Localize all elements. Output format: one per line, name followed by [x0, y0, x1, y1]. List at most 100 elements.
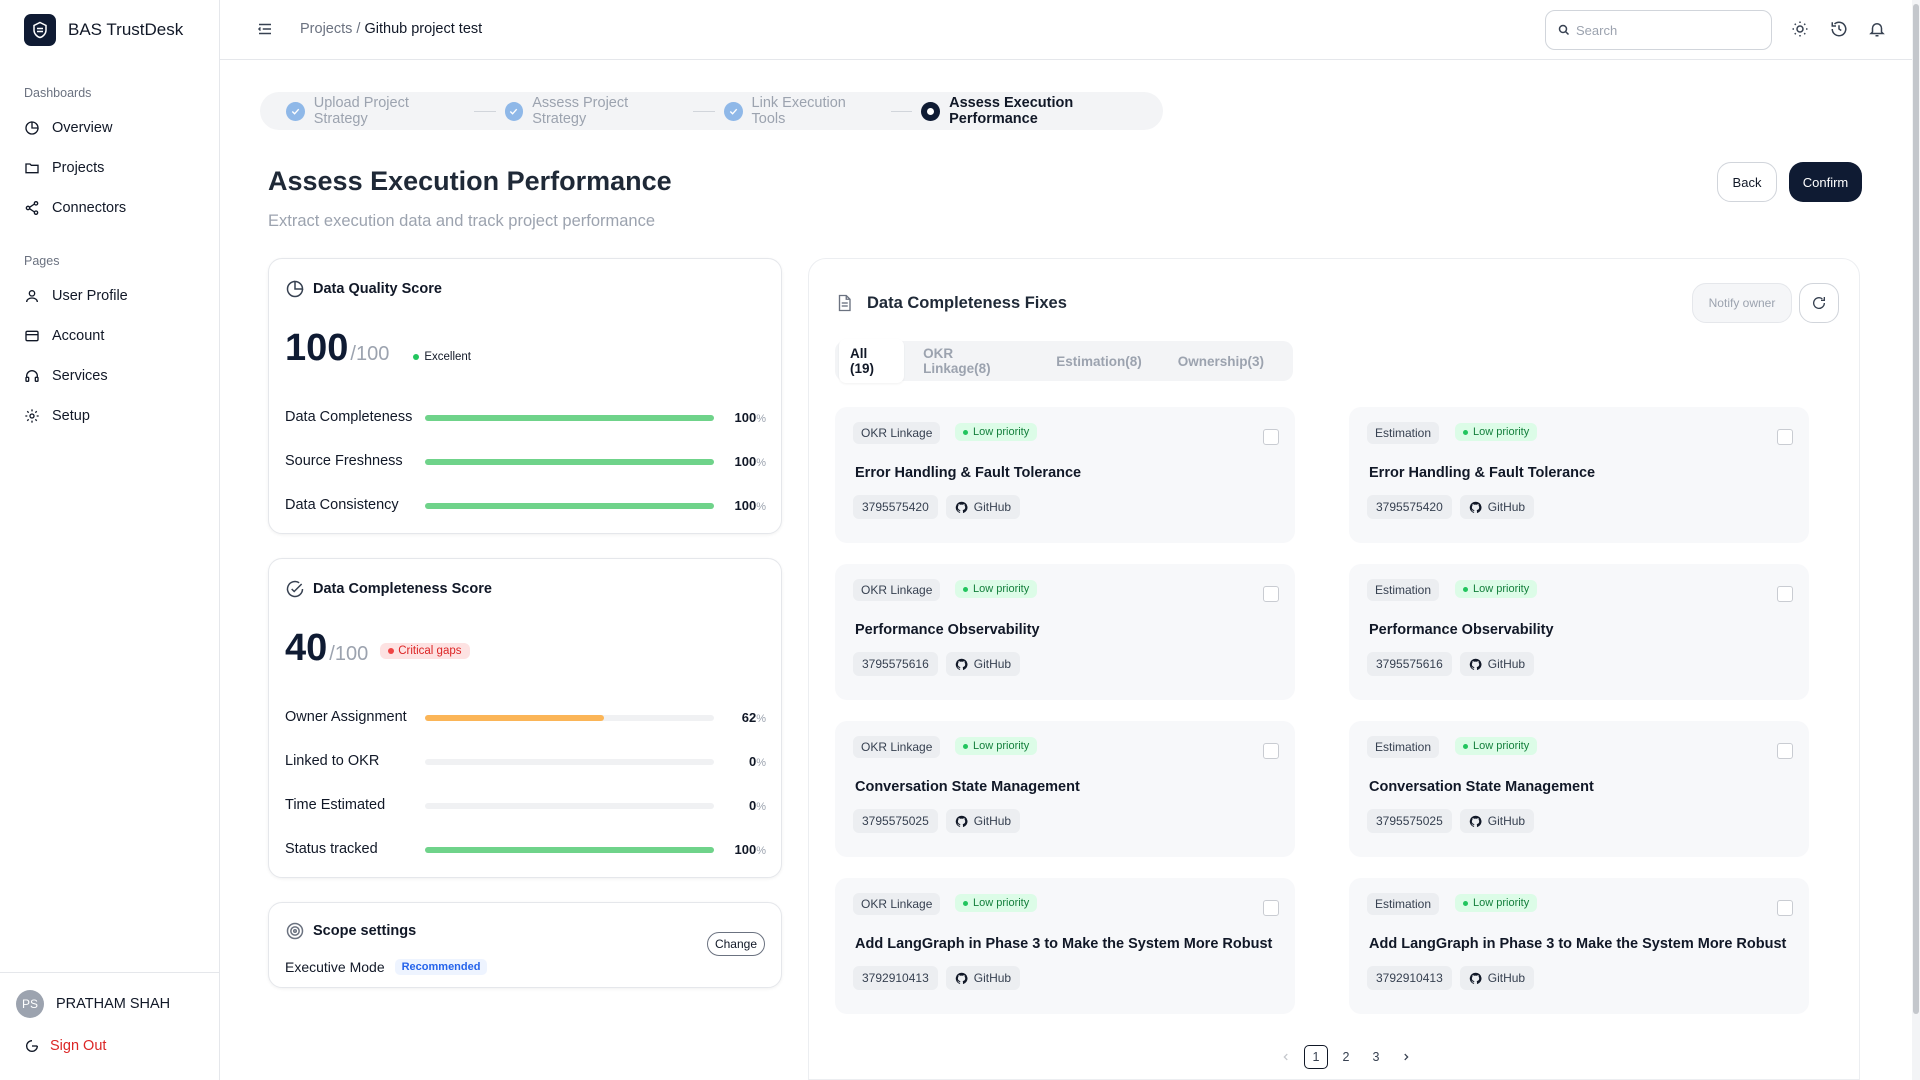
topbar: Projects / Github project test: [220, 0, 1912, 60]
breadcrumb-parent[interactable]: Projects: [300, 21, 353, 37]
refresh-button[interactable]: [1799, 283, 1839, 323]
sidebar-item-user-profile[interactable]: User Profile: [24, 288, 128, 304]
step-label: Upload Project Strategy: [313, 95, 409, 127]
select-checkbox[interactable]: [1263, 743, 1279, 759]
percent-sign: %: [756, 457, 766, 469]
headset-icon: [25, 370, 39, 382]
sun-icon[interactable]: [1791, 20, 1809, 38]
sidebar-item-services[interactable]: Services: [24, 368, 108, 384]
progress-fill: [425, 415, 714, 421]
select-checkbox[interactable]: [1777, 586, 1793, 602]
select-checkbox[interactable]: [1263, 900, 1279, 916]
check-circle-icon: [286, 580, 304, 598]
progress-track: [425, 803, 714, 809]
nav-section-pages: Pages: [24, 254, 60, 268]
scrollbar-thumb[interactable]: [1913, 4, 1919, 1014]
next-page-button[interactable]: [1394, 1045, 1418, 1069]
folder-icon: [25, 163, 39, 174]
history-icon[interactable]: [1830, 20, 1848, 38]
tab-all[interactable]: All (19): [839, 339, 905, 383]
prev-page-button[interactable]: [1274, 1045, 1298, 1069]
progress-stepper: Upload Project Strategy Assess Project S…: [260, 92, 1163, 130]
fix-meta: 3795575420 GitHub: [1367, 495, 1535, 519]
progress-fill: [425, 715, 605, 721]
fix-card[interactable]: Estimation Low priority Performance Observ…: [1349, 564, 1809, 700]
fix-meta: 3795575616 GitHub: [1367, 652, 1535, 676]
search-box[interactable]: [1545, 10, 1772, 50]
step-separator: [693, 110, 715, 112]
tab-ownership[interactable]: Ownership(3): [1177, 353, 1264, 369]
source-chip[interactable]: GitHub: [945, 966, 1021, 990]
select-checkbox[interactable]: [1263, 586, 1279, 602]
source-label: GitHub: [1487, 657, 1526, 671]
metric-label: Owner Assignment: [285, 709, 407, 725]
fix-title: Add LangGraph in Phase 3 to Make the Sys…: [1369, 936, 1787, 952]
category-badge: Estimation: [1367, 422, 1440, 444]
progress-track: [425, 503, 714, 509]
metric-value: 100%: [735, 498, 766, 513]
fix-card[interactable]: OKR Linkage Low priority Performance Obser…: [835, 564, 1295, 700]
page-button-1[interactable]: 1: [1304, 1045, 1328, 1069]
search-input[interactable]: [1576, 22, 1756, 38]
card-icon: [25, 330, 39, 342]
metric-number: 100: [734, 842, 757, 857]
brand[interactable]: BAS TrustDesk: [24, 14, 183, 46]
sidebar-item-account[interactable]: Account: [24, 328, 104, 344]
source-chip[interactable]: GitHub: [1459, 652, 1535, 676]
fix-card[interactable]: OKR Linkage Low priority Conversation Stat…: [835, 721, 1295, 857]
source-chip[interactable]: GitHub: [1459, 966, 1535, 990]
brand-name: BAS TrustDesk: [68, 20, 184, 39]
bell-icon[interactable]: [1868, 20, 1886, 38]
sign-out-button[interactable]: Sign Out: [24, 1038, 106, 1054]
sidebar-item-label: Connectors: [52, 200, 127, 216]
score-max: /100: [329, 643, 369, 665]
change-scope-button[interactable]: Change: [707, 932, 765, 956]
source-chip[interactable]: GitHub: [945, 495, 1021, 519]
metric-row: Source Freshness 100%: [285, 453, 766, 471]
fix-card[interactable]: OKR Linkage Low priority Error Handling & …: [835, 407, 1295, 543]
sign-out-icon: [26, 1040, 38, 1052]
score-value: 40: [285, 627, 328, 669]
fix-card[interactable]: Estimation Low priority Add LangGraph in P…: [1349, 878, 1809, 1014]
confirm-button[interactable]: Confirm: [1789, 162, 1862, 202]
fix-card[interactable]: OKR Linkage Low priority Add LangGraph in …: [835, 878, 1295, 1014]
back-button[interactable]: Back: [1717, 162, 1777, 202]
page-title: Assess Execution Performance: [268, 166, 672, 196]
card-header: Data Completeness Score: [285, 579, 492, 599]
select-checkbox[interactable]: [1777, 900, 1793, 916]
source-chip[interactable]: GitHub: [1459, 809, 1535, 833]
source-chip[interactable]: GitHub: [945, 652, 1021, 676]
pagination: 1 2 3: [1274, 1045, 1418, 1069]
score-value: 100: [285, 327, 349, 369]
select-checkbox[interactable]: [1777, 429, 1793, 445]
tab-estimation[interactable]: Estimation(8): [1056, 353, 1142, 369]
metric-value: 100%: [735, 410, 766, 425]
percent-sign: %: [756, 413, 766, 425]
sidebar-item-projects[interactable]: Projects: [24, 160, 104, 176]
issue-id: 3795575025: [1367, 809, 1452, 833]
sidebar-item-connectors[interactable]: Connectors: [24, 200, 126, 216]
step-label: Assess Execution Performance: [949, 95, 1074, 127]
menu-toggle-icon[interactable]: [256, 20, 274, 38]
fix-card[interactable]: Estimation Low priority Error Handling & F…: [1349, 407, 1809, 543]
source-chip[interactable]: GitHub: [945, 809, 1021, 833]
notify-owner-button[interactable]: Notify owner: [1692, 283, 1792, 323]
check-icon: [286, 101, 305, 121]
tab-okr-linkage[interactable]: OKR Linkage(8): [923, 346, 991, 376]
step-upload-project-strategy[interactable]: Upload Project Strategy: [286, 95, 465, 127]
select-checkbox[interactable]: [1263, 429, 1279, 445]
select-checkbox[interactable]: [1777, 743, 1793, 759]
issue-id: 3795575616: [853, 652, 938, 676]
fix-card[interactable]: Estimation Low priority Conversation State…: [1349, 721, 1809, 857]
step-link-execution-tools[interactable]: Link Execution Tools: [723, 95, 882, 127]
data-completeness-card: Data Completeness Score 40 /100 Critical…: [268, 558, 782, 878]
step-assess-execution-performance[interactable]: Assess Execution Performance: [921, 95, 1163, 127]
sidebar-item-overview[interactable]: Overview: [24, 120, 112, 136]
step-assess-project-strategy[interactable]: Assess Project Strategy: [504, 95, 685, 127]
priority-badge: Low priority: [1455, 894, 1538, 912]
page-button-3[interactable]: 3: [1372, 1050, 1380, 1064]
sidebar-item-setup[interactable]: Setup: [24, 408, 90, 424]
source-chip[interactable]: GitHub: [1459, 495, 1535, 519]
user-profile-row[interactable]: PS PRATHAM SHAH: [16, 990, 170, 1018]
page-button-2[interactable]: 2: [1342, 1050, 1350, 1064]
